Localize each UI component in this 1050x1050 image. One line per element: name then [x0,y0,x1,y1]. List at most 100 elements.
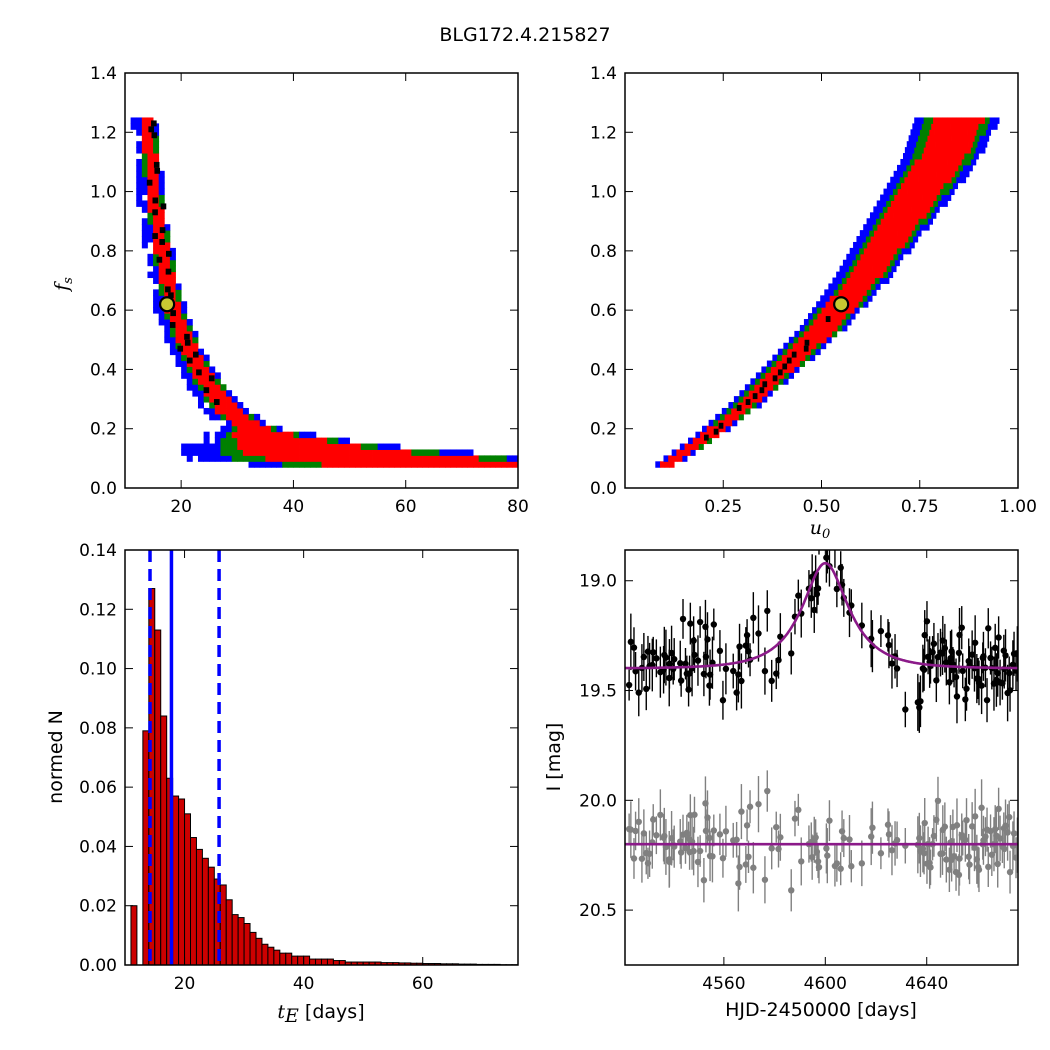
data-point [885,641,893,649]
heat-cell [807,336,813,344]
heat-cell [913,194,919,201]
heat-cell [961,147,967,154]
data-point [833,860,841,867]
heat-cell [411,455,418,462]
panel-fs-vs-u0: 0.25 0.50 0.75 1.00 0.0 0.2 0.4 0.6 0.8 1.0 1.2 1.4… [590,64,1037,542]
heat-cell [524,455,530,461]
heat-cell [889,194,895,201]
heat-cell [888,188,894,196]
heat-cell [495,461,502,468]
heat-cell [936,135,943,142]
heat-cell [231,407,238,415]
heat-cell [937,176,943,184]
heat-cell [270,443,277,450]
data-point [888,660,896,667]
data-point [846,836,853,843]
x-axis-label: tE [days] [277,1001,364,1027]
heat-cell-max [184,339,191,346]
heat-cell [906,141,912,148]
heat-cell [175,307,182,314]
heat-cell [980,117,986,124]
heat-cell [169,336,176,344]
heat-cell [820,301,826,308]
heat-cell [270,437,277,445]
heat-cell [473,455,480,462]
heat-cell [902,212,909,219]
heat-cell [310,449,317,456]
heat-cell [922,135,928,142]
heat-cell [813,319,819,326]
data-point [735,671,742,678]
heat-cell [820,295,826,302]
heat-cell [197,378,204,385]
data-point [833,585,841,593]
heat-cell [282,443,289,450]
heat-cell [912,212,918,219]
heat-cell [259,449,266,456]
heat-cell [832,330,838,338]
heat-cell [935,188,941,196]
heat-cell [771,360,777,367]
heat-cell [169,259,176,267]
heat-cell [141,176,148,184]
heat-cell [709,431,715,439]
heat-cell [840,271,846,279]
heat-cell [928,158,934,166]
data-point [653,832,660,839]
heat-cell [884,212,890,219]
heat-cell [951,176,957,184]
heat-cell [851,253,857,261]
heat-cell [891,224,897,231]
heat-cell [197,449,204,456]
heat-cell [915,224,921,231]
heat-cell [948,129,954,136]
heat-cell [885,218,891,225]
heat-cell [237,431,244,439]
heat-cell [965,135,971,142]
heat-cell [700,431,706,439]
heat-cell [816,301,822,308]
heat-cell [897,230,903,237]
heat-cell [248,437,255,445]
heat-cell [226,419,233,427]
heat-cell [287,443,294,450]
heat-cell [186,378,193,385]
data-point [635,689,642,696]
heat-cell [958,141,964,148]
heat-cell [450,461,457,468]
heat-cell [911,141,917,148]
data-point [750,614,757,622]
heat-cell [327,455,334,462]
heat-cell [930,164,936,172]
data-point [884,821,892,828]
heat-cell [919,200,925,207]
heat-cell [896,182,902,190]
heat-cell [832,277,838,284]
heat-cell [214,390,221,397]
heat-cell [896,224,902,231]
heat-cell [874,212,880,219]
heat-cell-max [804,339,810,346]
heat-cell [851,283,858,290]
heat-cell [926,212,932,219]
heat-cell [242,437,249,445]
heat-cell [719,413,726,421]
heat-cell [164,330,171,338]
heat-cell [825,301,831,308]
heat-cell [282,431,289,439]
heat-cell [321,461,328,468]
axes-frame [124,549,519,966]
heat-cell [529,455,535,461]
heat-cell [231,413,238,421]
heat-cell [315,461,322,468]
data-point [745,853,752,861]
heat-cell [153,307,160,314]
heat-cell [164,253,171,261]
heat-cell [203,443,210,450]
data-point [824,543,830,549]
heat-cell [875,259,882,267]
heat-cell [860,253,866,261]
data-point [946,678,953,686]
heat-cell [141,141,148,148]
heat-cell [873,271,880,279]
